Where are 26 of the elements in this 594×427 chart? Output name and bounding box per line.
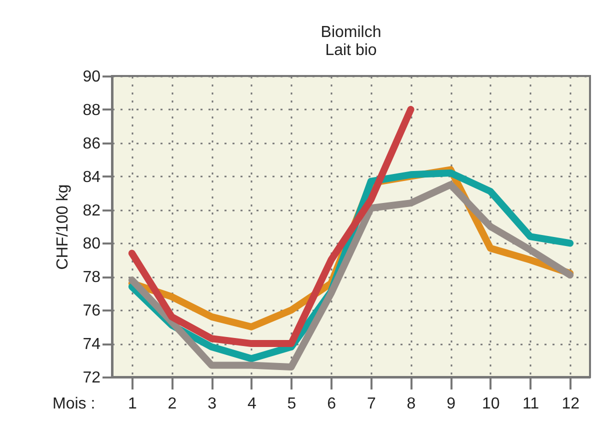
chart-title: Biomilch — [320, 24, 382, 41]
x-tick-label: 3 — [208, 396, 217, 412]
y-tick-label: 90 — [82, 68, 101, 86]
y-tick-label: 82 — [82, 202, 101, 220]
y-tick-label: 74 — [82, 336, 101, 354]
chart-subtitle: Lait bio — [325, 42, 377, 59]
y-tick-label: 78 — [82, 269, 101, 286]
y-tick-label: 84 — [82, 168, 101, 186]
x-tick-label: 7 — [366, 396, 376, 412]
y-tick-label: 86 — [82, 135, 101, 152]
x-tick-label: 5 — [287, 396, 296, 412]
x-tick-label: 6 — [327, 396, 336, 412]
y-tick-label: 80 — [82, 236, 101, 253]
x-tick-label: 10 — [482, 396, 500, 412]
x-tick-label: 11 — [522, 396, 540, 412]
y-tick-label: 72 — [82, 370, 101, 386]
x-axis-title: Mois : — [52, 396, 96, 412]
x-tick-label: 12 — [562, 396, 580, 412]
x-tick-label: 9 — [446, 396, 456, 412]
x-tick-label: 1 — [128, 396, 137, 412]
y-tick-label: 76 — [82, 302, 101, 320]
y-axis-title: CHF/100 kg — [54, 184, 72, 270]
x-tick-label: 4 — [247, 396, 256, 412]
x-tick-label: 2 — [168, 396, 177, 412]
y-tick-label: 88 — [82, 102, 101, 119]
x-tick-label: 8 — [406, 396, 416, 412]
